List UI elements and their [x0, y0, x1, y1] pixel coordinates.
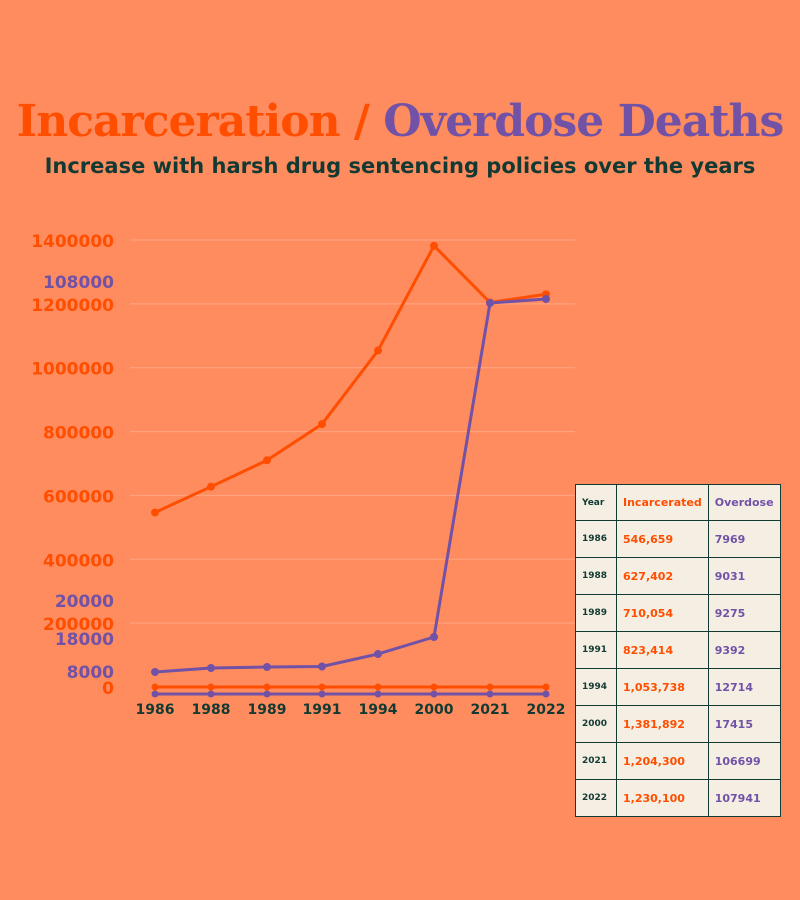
- cell-year: 1986: [575, 520, 617, 558]
- incarcerated-baseline-point: [542, 683, 550, 691]
- incarcerated-baseline-point: [430, 683, 438, 691]
- x-tick-label: 2022: [527, 702, 566, 718]
- x-tick-label: 1991: [303, 702, 342, 718]
- overdose-point: [374, 650, 382, 658]
- overdose-point: [151, 668, 159, 676]
- y-tick-label-incarcerated: 1400000: [31, 232, 114, 252]
- overdose-baseline-point: [207, 690, 215, 698]
- header-incarcerated: Incarcerated: [616, 484, 709, 521]
- data-table: Year Incarcerated Overdose 1986 546,659 79…: [575, 484, 781, 817]
- table-row: 1994 1,053,738 12714: [575, 668, 781, 706]
- overdose-baseline-point: [318, 690, 326, 698]
- incarcerated-baseline-point: [486, 683, 494, 691]
- title-incarceration: Incarceration /: [16, 96, 370, 147]
- cell-year: 1989: [575, 594, 617, 632]
- incarcerated-baseline-point: [374, 683, 382, 691]
- cell-incarcerated: 823,414: [616, 631, 709, 669]
- incarcerated-point: [151, 508, 159, 517]
- overdose-point: [207, 664, 215, 672]
- y-tick-label-incarcerated: 1000000: [31, 360, 114, 380]
- y-tick-label-overdose: 8000: [67, 663, 114, 683]
- incarcerated-baseline-point: [318, 683, 326, 691]
- table-row: 1988 627,402 9031: [575, 557, 781, 595]
- overdose-point: [486, 299, 494, 307]
- chart-subtitle: Increase with harsh drug sentencing poli…: [44, 154, 756, 178]
- x-tick-label: 1994: [359, 702, 398, 718]
- incarcerated-baseline-point: [263, 683, 271, 691]
- y-tick-label-overdose: 20000: [55, 592, 114, 612]
- cell-incarcerated: 1,053,738: [616, 668, 709, 706]
- overdose-baseline-point: [263, 690, 271, 698]
- title-overdose: Overdose Deaths: [383, 96, 784, 147]
- cell-incarcerated: 710,054: [616, 594, 709, 632]
- y-tick-label-overdose: 18000: [55, 630, 114, 650]
- cell-incarcerated: 546,659: [616, 520, 709, 558]
- cell-incarcerated: 1,230,100: [616, 779, 709, 817]
- cell-overdose: 9275: [707, 594, 781, 632]
- y-tick-label-incarcerated: 0: [102, 679, 114, 699]
- table-row: 1986 546,659 7969: [575, 520, 781, 558]
- overdose-baseline-point: [151, 690, 159, 698]
- x-tick-label: 2000: [415, 702, 454, 718]
- cell-overdose: 12714: [707, 668, 781, 706]
- cell-year: 2022: [575, 779, 617, 817]
- cell-overdose: 9392: [707, 631, 781, 669]
- y-tick-label-incarcerated: 200000: [43, 615, 114, 635]
- cell-incarcerated: 1,204,300: [616, 742, 709, 780]
- x-tick-label: 1988: [192, 702, 231, 718]
- x-tick-label: 2021: [471, 702, 510, 718]
- table-row: 2021 1,204,300 106699: [575, 742, 781, 780]
- cell-overdose: 106699: [707, 742, 781, 780]
- x-tick-label: 1986: [136, 702, 175, 718]
- overdose-baseline-point: [486, 690, 494, 698]
- overdose-series-line: [154, 297, 547, 674]
- overdose-baseline-point: [374, 690, 382, 698]
- incarcerated-baseline-point: [151, 683, 159, 691]
- cell-year: 1991: [575, 631, 617, 669]
- incarcerated-point: [263, 456, 271, 465]
- overdose-point: [263, 663, 271, 671]
- incarcerated-point: [430, 241, 438, 250]
- overdose-baseline-point: [430, 690, 438, 698]
- table-row: 1989 710,054 9275: [575, 594, 781, 632]
- cell-overdose: 107941: [707, 779, 781, 817]
- cell-incarcerated: 627,402: [616, 557, 709, 595]
- incarcerated-point: [207, 482, 215, 491]
- y-tick-label-incarcerated: 800000: [43, 424, 114, 444]
- cell-year: 1994: [575, 668, 617, 706]
- y-tick-label-incarcerated: 600000: [43, 487, 114, 507]
- cell-overdose: 7969: [707, 520, 781, 558]
- overdose-baseline-point: [542, 690, 550, 698]
- incarcerated-point: [318, 420, 326, 429]
- table-row: 2022 1,230,100 107941: [575, 779, 781, 817]
- overdose-point: [542, 295, 550, 303]
- overdose-point: [318, 662, 326, 671]
- cell-year: 2021: [575, 742, 617, 780]
- cell-year: 1988: [575, 557, 617, 595]
- cell-overdose: 17415: [707, 705, 781, 743]
- header-year: Year: [575, 484, 617, 521]
- header-overdose: Overdose: [707, 484, 781, 521]
- incarcerated-point: [374, 346, 382, 355]
- chart-title: Incarceration / Overdose Deaths: [0, 96, 800, 147]
- line-chart: 0 200000 400000 600000 800000 1000000 1200000 1…: [31, 232, 575, 718]
- y-tick-label-overdose: 108000: [43, 273, 114, 293]
- incarcerated-baseline-point: [207, 683, 215, 691]
- y-tick-label-incarcerated: 1200000: [31, 296, 114, 316]
- y-tick-label-incarcerated: 400000: [43, 551, 114, 571]
- table-header-row: Year Incarcerated Overdose: [575, 484, 781, 521]
- overdose-point: [430, 633, 438, 641]
- cell-year: 2000: [575, 705, 617, 743]
- x-tick-label: 1989: [248, 702, 287, 718]
- table-row: 2000 1,381,892 17415: [575, 705, 781, 743]
- cell-overdose: 9031: [707, 557, 781, 595]
- incarcerated-series-line: [154, 244, 547, 514]
- table-row: 1991 823,414 9392: [575, 631, 781, 669]
- cell-incarcerated: 1,381,892: [616, 705, 709, 743]
